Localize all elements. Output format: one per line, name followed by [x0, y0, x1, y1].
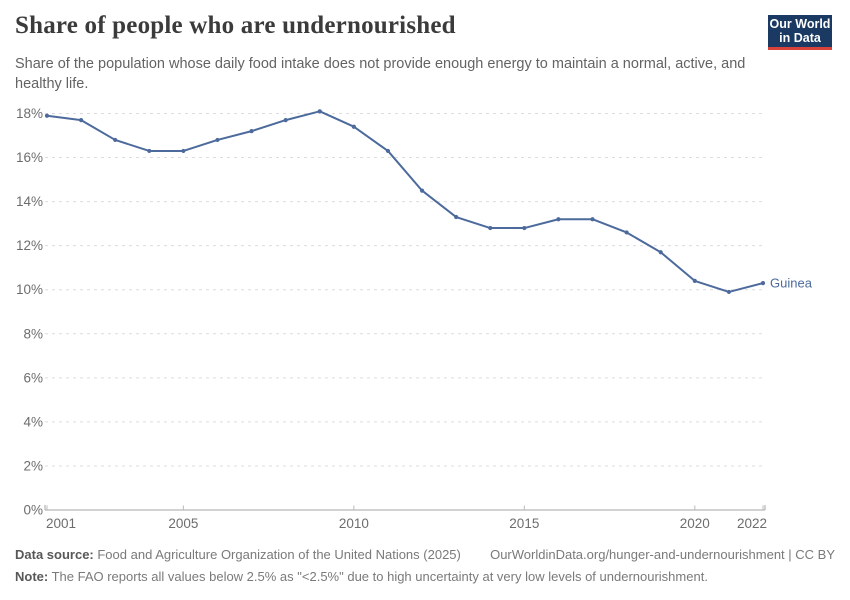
- chart-subtitle: Share of the population whose daily food…: [15, 56, 746, 92]
- data-source-text: Food and Agriculture Organization of the…: [93, 547, 461, 562]
- owid-logo[interactable]: Our World in Data: [768, 15, 832, 50]
- data-point: [351, 124, 356, 129]
- data-point: [590, 217, 595, 222]
- data-point: [454, 214, 459, 220]
- data-point: [624, 230, 629, 235]
- owid-logo-line1: Our World: [769, 17, 831, 31]
- series-line-guinea: [46, 110, 764, 293]
- y-axis-tick-label: 8%: [23, 326, 43, 341]
- y-axis-tick-label: 4%: [23, 414, 43, 429]
- data-point: [726, 289, 732, 295]
- data-point: [556, 217, 561, 222]
- data-point: [283, 118, 288, 123]
- x-axis-tick-label: 2005: [168, 516, 198, 531]
- y-axis-tick-label: 18%: [16, 106, 43, 121]
- y-axis-tick-label: 2%: [23, 458, 43, 473]
- data-point: [181, 148, 186, 154]
- data-point: [692, 278, 697, 284]
- page-title: Share of people who are undernourished: [15, 12, 456, 39]
- chart-footer: Data source: Food and Agriculture Organi…: [15, 547, 835, 585]
- data-point: [385, 148, 391, 154]
- series-label-guinea[interactable]: Guinea: [770, 276, 813, 291]
- data-point: [147, 148, 152, 154]
- credit-link[interactable]: OurWorldinData.org/hunger-and-undernouri…: [490, 547, 835, 562]
- line-chart: 0% 2% 4% 6% 8% 10% 12% 14% 16% 18% 2001 2005 2010 201…: [16, 106, 813, 531]
- y-axis-tick-label: 14%: [16, 194, 43, 209]
- x-axis-tick-label: 2015: [509, 516, 539, 531]
- data-point: [488, 225, 493, 231]
- data-point: [522, 225, 527, 231]
- data-source-label: Data source:: [15, 547, 94, 562]
- note-text: The FAO reports all values below 2.5% as…: [48, 569, 708, 584]
- data-point: [215, 137, 220, 143]
- owid-logo-line2: in Data: [779, 31, 821, 45]
- x-axis-tick-label: 2001: [46, 516, 76, 531]
- y-axis-tick-label: 12%: [16, 238, 43, 253]
- data-point: [78, 118, 84, 123]
- y-axis-tick-label: 0%: [23, 503, 43, 518]
- y-axis-tick-label: 16%: [16, 150, 43, 165]
- note-line: Note: The FAO reports all values below 2…: [15, 569, 835, 585]
- x-axis-tick-label: 2010: [339, 516, 369, 531]
- x-axis-tick-label: 2020: [680, 516, 710, 531]
- data-point: [658, 250, 663, 255]
- data-point: [760, 281, 766, 286]
- y-axis-tick-label: 10%: [16, 282, 43, 297]
- data-point: [44, 113, 50, 118]
- x-axis-tick-label: 2022: [737, 516, 767, 531]
- y-axis-tick-label: 6%: [23, 370, 43, 385]
- data-source-line: Data source: Food and Agriculture Organi…: [15, 547, 461, 563]
- note-label: Note:: [15, 569, 49, 584]
- data-point: [249, 129, 254, 134]
- data-point: [317, 109, 322, 114]
- data-point: [419, 188, 425, 193]
- data-point: [113, 137, 118, 143]
